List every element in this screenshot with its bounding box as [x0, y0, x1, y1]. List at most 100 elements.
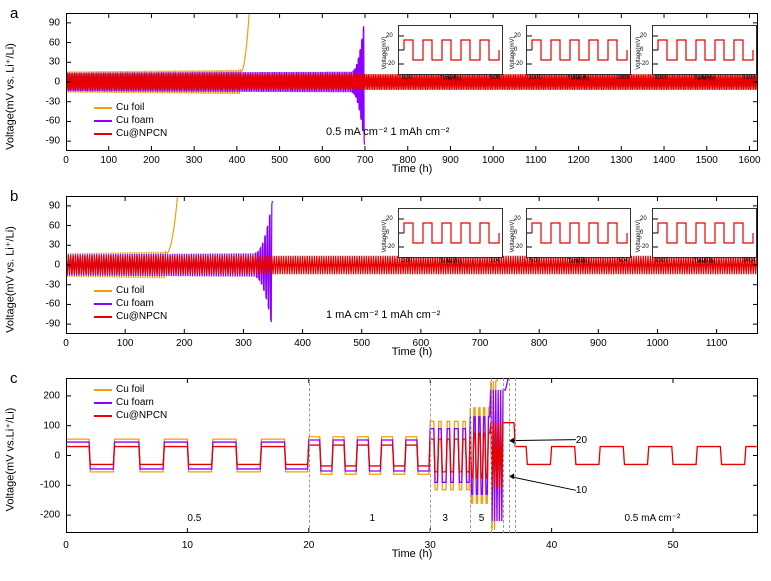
- xaxis-b: 010020030040050060070080090010001100 Tim…: [66, 336, 758, 358]
- rate-divider: [309, 378, 310, 533]
- rate-label: 0.5 mA cm⁻²: [624, 513, 680, 524]
- inset-chart: -20020100010041008Voltage(mV)Time (h): [526, 25, 631, 75]
- inset-xtick: 508: [490, 75, 500, 81]
- legend-line: [94, 316, 112, 318]
- xtick: 0: [63, 338, 69, 349]
- plot-area-b: Cu foilCu foamCu@NPCN 1 mA cm⁻² 1 mAh cm…: [66, 196, 758, 334]
- conditions-b: 1 mA cm⁻² 1 mAh cm⁻²: [326, 308, 440, 321]
- legend-item: Cu@NPCN: [94, 127, 167, 140]
- rate-divider: [470, 378, 471, 533]
- inset-chart: -20020500504508Voltage(mV)Time (h): [398, 25, 503, 75]
- legend-text: Cu foil: [116, 284, 144, 297]
- xtick: 1000: [482, 155, 504, 166]
- ytick: 200: [43, 390, 60, 401]
- ytick: -60: [46, 116, 60, 127]
- chart-svg-c: [66, 378, 758, 533]
- rate-label: 3: [442, 513, 448, 524]
- legend-item: Cu foil: [94, 284, 167, 297]
- ytick: 60: [49, 220, 60, 231]
- plot-area-c: Cu foilCu foamCu@NPCN 0.51350.5 mA cm⁻² …: [66, 378, 758, 533]
- legend-line: [94, 303, 112, 305]
- inset-chart: -20020100102104Voltage(mV)Time (h): [398, 208, 503, 258]
- ytick: -200: [40, 510, 60, 521]
- legend-a: Cu foilCu foamCu@NPCN: [94, 101, 167, 140]
- xtick: 1000: [646, 338, 668, 349]
- xtick: 600: [314, 155, 331, 166]
- xtick: 1600: [738, 155, 760, 166]
- ytick: 90: [49, 17, 60, 28]
- inset-chart: -20020150015041508Voltage(mV)Time (h): [652, 25, 757, 75]
- inset-xtick: 1500: [654, 75, 667, 81]
- legend-item: Cu@NPCN: [94, 310, 167, 323]
- inset-xtick: 1000: [654, 258, 667, 264]
- xtick: 10: [182, 540, 193, 551]
- ytick: 60: [49, 37, 60, 48]
- rate-label: 1: [370, 513, 376, 524]
- inset-chart: -20020500502504Voltage(mV)Time (h): [526, 208, 631, 258]
- xtick: 40: [546, 540, 557, 551]
- xtick: 400: [294, 338, 311, 349]
- legend-text: Cu@NPCN: [116, 127, 167, 140]
- ytick: 0: [54, 77, 60, 88]
- ytick: -60: [46, 299, 60, 310]
- inset-xlabel: Time (h): [693, 76, 715, 82]
- legend-item: Cu foam: [94, 297, 167, 310]
- ytick: -90: [46, 319, 60, 330]
- xtick: 200: [143, 155, 160, 166]
- yaxis-c: Voltage(mV vs.Li⁺/Li) -200-1000100200: [8, 370, 63, 535]
- panel-c: c Voltage(mV vs.Li⁺/Li) -200-1000100200 …: [8, 370, 763, 565]
- ytick: -30: [46, 96, 60, 107]
- legend-text: Cu foam: [116, 396, 154, 409]
- legend-line: [94, 415, 112, 417]
- xtick: 50: [667, 540, 678, 551]
- xtick: 1400: [653, 155, 675, 166]
- inset-xlabel: Time (h): [693, 259, 715, 265]
- rate-divider: [509, 378, 510, 533]
- xtick: 900: [442, 155, 459, 166]
- yaxis-b: Voltage(mV vs. Li⁺/Li) -90-60-300306090: [8, 188, 63, 358]
- conditions-a: 0.5 mA cm⁻² 1 mAh cm⁻²: [326, 125, 449, 138]
- legend-line: [94, 290, 112, 292]
- ylabel-c: Voltage(mV vs.Li⁺/Li): [4, 407, 17, 511]
- rate-label: 0.5: [187, 513, 201, 524]
- legend-line: [94, 402, 112, 404]
- rate-divider: [430, 378, 431, 533]
- legend-text: Cu@NPCN: [116, 310, 167, 323]
- ytick: -30: [46, 279, 60, 290]
- xtick: 1500: [696, 155, 718, 166]
- legend-text: Cu foam: [116, 297, 154, 310]
- xtick: 700: [472, 338, 489, 349]
- inset-xtick: 500: [402, 75, 412, 81]
- legend-item: Cu@NPCN: [94, 409, 167, 422]
- xtick: 0: [63, 155, 69, 166]
- ytick: -90: [46, 136, 60, 147]
- rate-divider: [491, 378, 492, 533]
- inset-xlabel: Time (h): [439, 76, 461, 82]
- annotation-text: 10: [576, 485, 587, 496]
- xlabel-a: Time (h): [392, 163, 433, 175]
- xaxis-a: 0100200300400500600700800900100011001200…: [66, 153, 758, 175]
- xtick: 500: [353, 338, 370, 349]
- xtick: 20: [303, 540, 314, 551]
- legend-text: Cu foil: [116, 101, 144, 114]
- ylabel-b: Voltage(mV vs. Li⁺/Li): [4, 226, 17, 333]
- legend-item: Cu foam: [94, 114, 167, 127]
- xaxis-c: 01020304050 Time (h): [66, 538, 758, 560]
- rate-divider: [503, 378, 504, 533]
- legend-line: [94, 120, 112, 122]
- xlabel-b: Time (h): [392, 346, 433, 358]
- legend-line: [94, 107, 112, 109]
- inset-xtick: 500: [530, 258, 540, 264]
- inset-xtick: 1000: [528, 75, 541, 81]
- xtick: 1100: [706, 338, 728, 349]
- ytick: 90: [49, 200, 60, 211]
- xtick: 300: [235, 338, 252, 349]
- inset-ylabel: Voltage(mV): [510, 36, 516, 69]
- inset-ylabel: Voltage(mV): [636, 219, 642, 252]
- legend-b: Cu foilCu foamCu@NPCN: [94, 284, 167, 323]
- xtick: 400: [229, 155, 246, 166]
- ytick: -100: [40, 480, 60, 491]
- panel-b: b Voltage(mV vs. Li⁺/Li) -90-60-30030609…: [8, 188, 763, 358]
- inset-xtick: 104: [490, 258, 500, 264]
- ytick: 30: [49, 240, 60, 251]
